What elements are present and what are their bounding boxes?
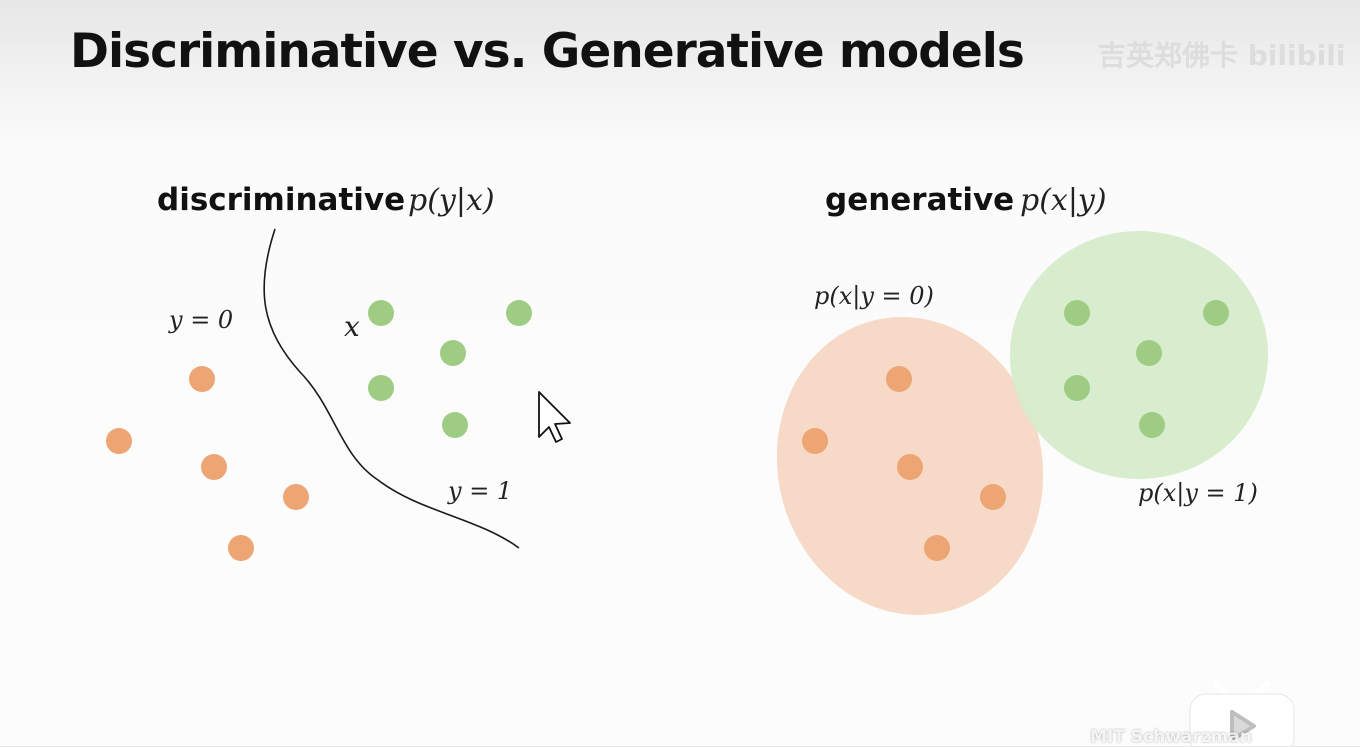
bilibili-tv-play-icon[interactable]: [1188, 680, 1298, 746]
class0-point: [980, 484, 1006, 510]
discriminative-formula: p(y|x): [408, 183, 495, 218]
discriminative-panel: discriminative p(y|x) y = 0 x y = 1: [106, 182, 532, 561]
discriminative-heading: discriminative: [157, 182, 405, 218]
class0-point: [897, 454, 923, 480]
class0-point: [802, 428, 828, 454]
generative-heading: generative: [825, 182, 1014, 218]
class0-point: [189, 366, 215, 392]
class0-point: [201, 454, 227, 480]
class0-point: [924, 535, 950, 561]
class1-point: [442, 412, 468, 438]
label-y-equals-1: y = 1: [447, 477, 512, 505]
class1-point: [440, 340, 466, 366]
slide-title: Discriminative vs. Generative models: [70, 24, 1025, 79]
class0-point: [106, 428, 132, 454]
label-x: x: [344, 310, 360, 343]
class0-point: [886, 366, 912, 392]
mouse-pointer-arrow-icon: [538, 391, 571, 443]
class1-point: [1136, 340, 1162, 366]
class0-point: [283, 484, 309, 510]
class1-point: [368, 300, 394, 326]
class0-point: [228, 535, 254, 561]
source-watermark: MIT Schwarzman: [1090, 727, 1252, 747]
class1-point: [368, 375, 394, 401]
decision-boundary-curve: [263, 228, 520, 549]
class1-point: [1203, 300, 1229, 326]
class1-point: [1064, 300, 1090, 326]
label-p-x-given-y0: p(x|y = 0): [814, 282, 934, 311]
class1-point: [1064, 375, 1090, 401]
class1-point: [1139, 412, 1165, 438]
generative-formula: p(x|y): [1020, 183, 1107, 218]
bilibili-watermark: 吉英郑佛卡 bilibili: [1098, 39, 1346, 72]
label-y-equals-0: y = 0: [168, 306, 233, 334]
class1-point: [506, 300, 532, 326]
generative-panel: generative p(x|y) p(x|y = 0) p(x|y = 1): [776, 182, 1268, 616]
label-p-x-given-y1: p(x|y = 1): [1138, 479, 1258, 508]
